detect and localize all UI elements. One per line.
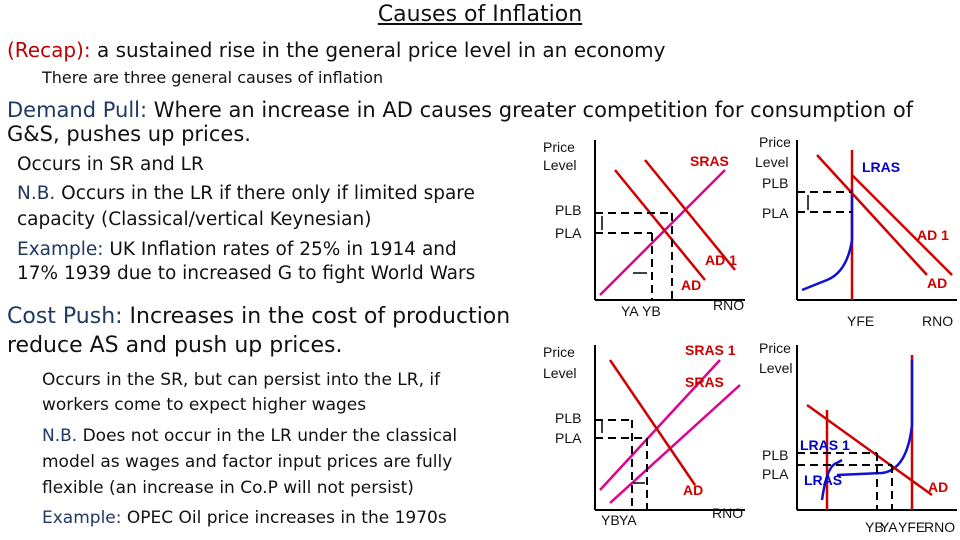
- pl-b-label: PLB: [555, 202, 581, 218]
- lras1-as-curve: [820, 458, 843, 501]
- price-label: Price: [543, 139, 575, 155]
- graph-demand-pull-lr: Price Level PLB PLA LRAS AD 1 AD YFE RNO: [755, 134, 957, 329]
- graph-cost-push-sr: Price Level SRAS 1 SRAS PLB PLA AD YB YA…: [543, 342, 745, 528]
- price-label: Price: [759, 340, 791, 356]
- lras-label: LRAS: [804, 472, 842, 488]
- ad1-label: AD 1: [917, 227, 949, 243]
- sras-curve: [599, 169, 726, 296]
- rno-label: RNO: [924, 519, 955, 535]
- ad-label: AD: [683, 482, 703, 498]
- pl-a-label: PLA: [762, 205, 789, 221]
- ad-curve: [608, 359, 697, 486]
- lras-label: LRAS: [862, 159, 900, 175]
- page-title: Causes of Inflation: [377, 2, 583, 27]
- cost-push-nb-text: Does not occur in the LR under the class…: [77, 426, 458, 446]
- yb-label: YB: [601, 512, 620, 528]
- ad-curve: [806, 403, 933, 497]
- cost-push-line1: Occurs in the SR, but can persist into t…: [42, 370, 441, 390]
- demand-pull-example-text2: 17% 1939 due to increased G to fight Wor…: [17, 263, 476, 284]
- as-curve: [801, 190, 854, 292]
- cost-push-heading-text2: reduce AS and push up prices.: [7, 333, 343, 358]
- ya-label: YA: [621, 303, 639, 319]
- level-label: Level: [759, 360, 792, 376]
- ad1-curve: [851, 174, 953, 276]
- ad-curve: [614, 169, 706, 281]
- as-curve: [836, 360, 914, 477]
- sras1-curve: [599, 359, 721, 491]
- demand-pull-nb-text: Occurs in the LR if there only if limite…: [55, 183, 475, 204]
- ya-label: YA: [880, 519, 898, 535]
- recap-label: (Recap):: [7, 38, 91, 62]
- yb-label: YB: [865, 519, 884, 535]
- cost-push-label: Cost Push:: [7, 304, 123, 329]
- sras-label: SRAS: [690, 153, 729, 169]
- pl-b-label: PLB: [762, 175, 788, 191]
- graph-cost-push-lr: Price Level PLB PLA LRAS 1 LRAS AD YB YA…: [759, 340, 957, 535]
- demand-pull-nb-text2: capacity (Classical/vertical Keynesian): [17, 209, 372, 230]
- demand-pull-example-text: UK Inflation rates of 25% in 1914 and: [103, 239, 457, 260]
- level-label: Level: [543, 157, 576, 173]
- level-label: Level: [755, 154, 788, 170]
- yb-label: YB: [642, 303, 661, 319]
- demand-pull-example-label: Example:: [17, 239, 104, 260]
- demand-pull-line1: Occurs in SR and LR: [17, 154, 204, 175]
- demand-pull-example: Example: UK Inflation rates of 25% in 19…: [17, 238, 457, 262]
- cost-push-example-text: OPEC Oil price increases in the 1970s: [121, 508, 447, 528]
- cost-push-heading-text: Increases in the cost of production: [122, 304, 511, 329]
- rno-label: RNO: [712, 505, 743, 521]
- level-label: Level: [543, 365, 576, 381]
- ad-curve: [816, 154, 928, 276]
- recap-text: a sustained rise in the general price le…: [90, 38, 666, 62]
- sras-curve: [609, 384, 741, 504]
- price-label: Price: [759, 134, 791, 150]
- cost-push-nb-text2: model as wages and factor input prices a…: [42, 452, 453, 472]
- demand-pull-heading-text: Where an increase in AD causes greater c…: [147, 98, 914, 122]
- ad-label: AD: [927, 275, 947, 291]
- price-label: Price: [543, 344, 575, 360]
- pl-a-label: PLA: [555, 430, 582, 446]
- demand-pull-nb-label: N.B.: [17, 183, 56, 204]
- recap-line: (Recap): a sustained rise in the general…: [7, 38, 665, 62]
- ad-label: AD: [928, 479, 948, 495]
- ad1-curve: [644, 159, 736, 271]
- pl-b-label: PLB: [555, 410, 581, 426]
- lras1-label: LRAS 1: [800, 437, 850, 453]
- rno-label: RNO: [922, 313, 953, 329]
- rno-label: RNO: [713, 297, 744, 313]
- demand-pull-heading-text2: G&S, pushes up prices.: [7, 122, 251, 146]
- demand-pull-label: Demand Pull:: [7, 98, 148, 122]
- recap-subtext: There are three general causes of inflat…: [42, 68, 384, 87]
- cost-push-example: Example: OPEC Oil price increases in the…: [42, 507, 447, 530]
- cost-push-nb-text3: flexible (an increase in Co.P will not p…: [42, 478, 414, 498]
- ad1-label: AD 1: [705, 252, 737, 268]
- cost-push-nb-label: N.B.: [42, 426, 78, 446]
- demand-pull-nb: N.B. Occurs in the LR if there only if l…: [17, 182, 475, 206]
- sras-label: SRAS: [685, 374, 724, 390]
- cost-push-nb: N.B. Does not occur in the LR under the …: [42, 425, 457, 448]
- yfe-label: YFE: [847, 313, 874, 329]
- sras1-label: SRAS 1: [685, 342, 736, 358]
- graph-demand-pull-sr: Price Level SRAS PLB PLA AD 1 AD YA YB R…: [543, 139, 745, 319]
- cost-push-line2: workers come to expect higher wages: [42, 395, 367, 415]
- yfe-label: YFE: [898, 519, 925, 535]
- ad-label: AD: [681, 277, 701, 293]
- cost-push-example-label: Example:: [42, 508, 122, 528]
- pl-b-label: PLB: [762, 447, 788, 463]
- ya-label: YA: [619, 512, 637, 528]
- pl-a-label: PLA: [555, 225, 582, 241]
- cost-push-heading: Cost Push: Increases in the cost of prod…: [7, 304, 510, 329]
- pl-a-label: PLA: [762, 466, 789, 482]
- demand-pull-heading: Demand Pull: Where an increase in AD cau…: [7, 98, 913, 122]
